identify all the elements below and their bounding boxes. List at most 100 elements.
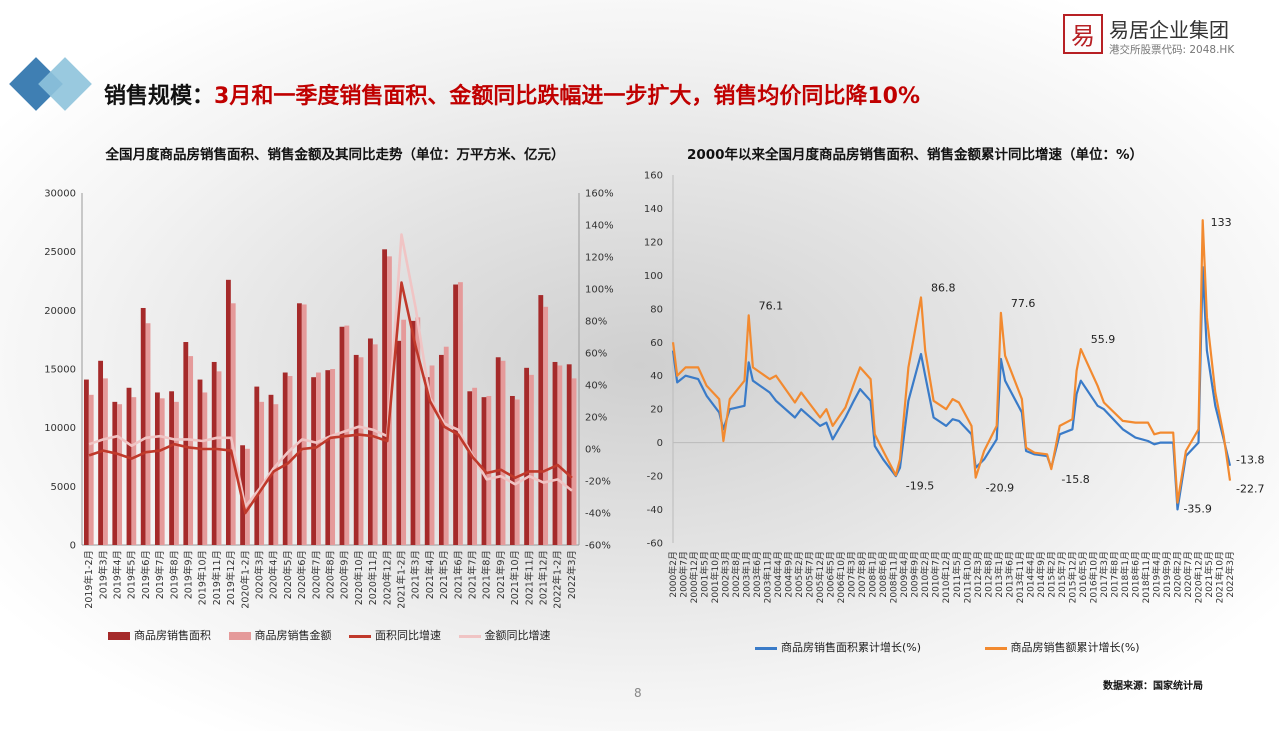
- area-bar: [225, 279, 231, 545]
- chart1-x-tick-label: 2021年11月: [523, 550, 535, 605]
- chart2-y-tick-label: 0: [657, 438, 663, 449]
- chart1-x-tick-label: 2021年8月: [481, 550, 493, 599]
- amount-bar: [245, 448, 250, 545]
- area-bar: [282, 372, 288, 545]
- chart2-x-tick-label: 2006年5月: [825, 551, 837, 598]
- chart1-x-tick-label: 2022年3月: [566, 550, 578, 599]
- amount-bar: [571, 378, 577, 545]
- chart1-x-tick-label: 2019年10月: [197, 550, 209, 605]
- amount-bar: [188, 356, 194, 545]
- chart2-x-tick-label: 2005年12月: [814, 551, 826, 603]
- legend-item-area-bar: 商品房销售面积: [108, 629, 211, 642]
- chart2-x-tick-label: 2007年3月: [846, 551, 858, 598]
- chart2-x-tick-label: 2020年7月: [1182, 551, 1194, 598]
- chart2-x-tick-label: 2018年1月: [1119, 551, 1131, 598]
- amount-bar: [131, 397, 137, 545]
- chart2-y-tick-label: 120: [644, 237, 663, 248]
- area-bar: [410, 320, 416, 545]
- amount-bar: [88, 394, 94, 545]
- chart2-x-tick-label: 2010年2月: [919, 551, 931, 598]
- amount-bar: [145, 323, 151, 545]
- chart2-x-tick-label: 2020年12月: [1192, 551, 1204, 603]
- chart1-right-tick-label: 100%: [585, 285, 614, 296]
- area-bar: [382, 249, 388, 545]
- chart1-x-tick-label: 2021年7月: [467, 550, 479, 599]
- chart1-right-tick-label: 160%: [585, 189, 614, 200]
- chart1-x-tick-label: 2019年6月: [140, 550, 152, 599]
- amount-bar: [458, 282, 463, 545]
- chart2-x-tick-label: 2015年12月: [1066, 551, 1078, 603]
- amount-bar: [103, 378, 108, 545]
- chart1-x-tick-label: 2019年1-2月: [83, 550, 95, 609]
- legend-item-amount-line: 金额同比增速: [458, 629, 551, 642]
- chart2-x-tick-label: 2021年5月: [1203, 551, 1215, 598]
- chart1-x-tick-label: 2021年1-2月: [396, 550, 408, 609]
- chart1-x-tick-label: 2021年6月: [452, 550, 464, 599]
- chart1-right-tick-label: 120%: [585, 253, 614, 264]
- chart1-x-tick-label: 2020年6月: [296, 550, 308, 599]
- chart1-x-tick-label: 2021年9月: [495, 550, 507, 599]
- chart2-x-tick-label: 2005年7月: [804, 551, 816, 598]
- chart2-x-tick-label: 2013年1月: [993, 551, 1005, 598]
- amount-bar: [415, 317, 421, 545]
- amount-yoy-line: [88, 233, 573, 508]
- amount-bar: [429, 365, 435, 545]
- slide-title: 销售规模：3月和一季度销售面积、金额同比跌幅进一步扩大，销售均价同比降10%: [104, 78, 920, 110]
- chart1-x-tick-label: 2021年4月: [424, 550, 436, 599]
- legend-swatch-area-bar: [108, 632, 130, 640]
- chart1-x-tick-label: 2020年7月: [310, 550, 322, 599]
- chart2-x-tick-label: 2018年6月: [1129, 551, 1141, 598]
- legend-swatch-amount-bar: [228, 632, 251, 640]
- chart1-right-tick-label: -40%: [585, 509, 611, 520]
- chart2-x-tick-label: 2001年5月: [699, 551, 711, 598]
- chart2-x-tick-label: 2002年8月: [730, 551, 742, 598]
- slide-title-main: 3月和一季度销售面积、金额同比跌幅进一步扩大，销售均价同比降10%: [214, 84, 920, 109]
- area-bar: [169, 391, 175, 545]
- chart2-x-tick-label: 2017年8月: [1108, 551, 1120, 598]
- legend-label-amount-bar: 商品房销售金额: [254, 629, 332, 642]
- chart2-x-tick-label: 2012年8月: [982, 551, 994, 598]
- area-bar: [538, 295, 544, 545]
- chart2-annotation: -20.9: [986, 482, 1014, 495]
- chart1-x-tick-label: 2020年3月: [254, 550, 266, 599]
- amount-bar: [259, 401, 265, 545]
- area-bar: [353, 354, 359, 545]
- amount-bar: [273, 404, 279, 545]
- chart2-x-tick-label: 2012年3月: [972, 551, 984, 598]
- chart1-left-tick-label: 25000: [44, 247, 76, 258]
- chart2-y-tick-label: 20: [650, 405, 663, 416]
- amount-bar: [159, 398, 165, 545]
- area-bar: [126, 387, 132, 545]
- chart1-x-tick-label: 2019年5月: [126, 550, 138, 599]
- amount-bar: [301, 304, 307, 545]
- chart2-x-tick-label: 2008年6月: [877, 551, 889, 598]
- legend-swatch-area-line: [349, 634, 371, 638]
- area-bar: [83, 379, 89, 545]
- legend-item-cum-area: 商品房销售面积累计增长(%): [755, 641, 921, 654]
- legend-label-area-line: 面积同比增速: [375, 629, 441, 642]
- chart2-annotation: -19.5: [906, 479, 934, 492]
- chart1-right-tick-label: 140%: [585, 221, 614, 232]
- chart2-annotation: 86.8: [931, 281, 956, 294]
- chart1-left-tick-label: 5000: [51, 482, 76, 493]
- chart2-y-tick-label: 100: [644, 271, 663, 282]
- chart2-x-tick-label: 2013年11月: [1014, 551, 1026, 603]
- chart2-x-tick-label: 2020年2月: [1171, 551, 1183, 598]
- chart2-x-tick-label: 2003年6月: [751, 551, 763, 598]
- amount-bar: [230, 303, 236, 545]
- chart2-x-tick-label: 2011年10月: [961, 551, 973, 603]
- area-bar: [524, 367, 530, 545]
- seal-icon: 易: [1063, 14, 1103, 54]
- chart2-title: 2000年以来全国月度商品房销售面积、销售金额累计同比增速（单位：%）: [686, 147, 1144, 163]
- amount-bar: [529, 374, 534, 545]
- chart2-x-tick-label: 2003年1月: [741, 551, 753, 598]
- amount-bar: [472, 387, 478, 545]
- amount-bar: [500, 360, 506, 545]
- chart2-x-tick-label: 2015年7月: [1056, 551, 1068, 598]
- brand-name: 易居企业集团: [1109, 18, 1229, 42]
- chart1-x-tick-label: 2019年12月: [225, 550, 237, 605]
- amount-bar: [372, 344, 378, 545]
- chart2-x-tick-label: 2006年10月: [835, 551, 847, 603]
